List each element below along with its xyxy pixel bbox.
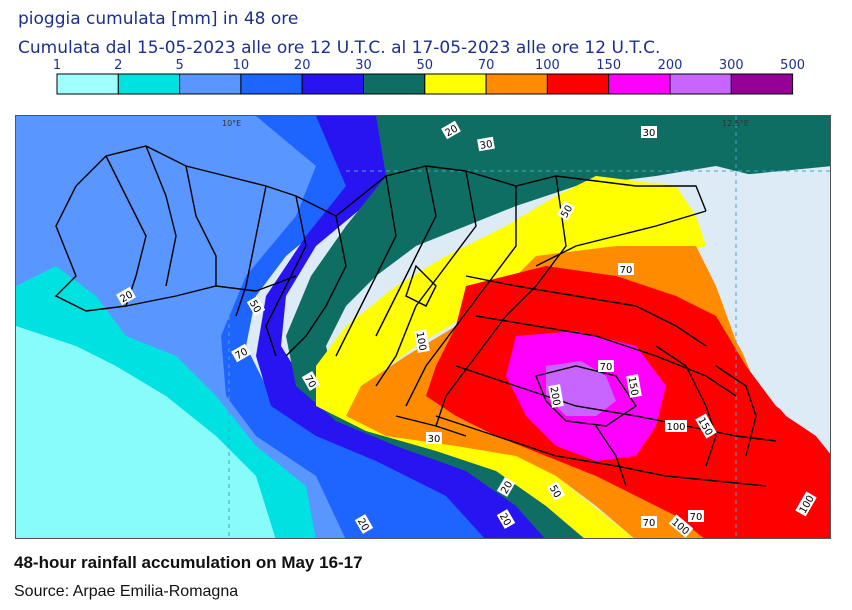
contour-label: 200	[547, 384, 564, 408]
scale-box-11	[730, 73, 794, 95]
scale-box-7	[485, 73, 548, 95]
scale-tick-label: 100	[535, 58, 560, 73]
contour-label: 30	[641, 126, 657, 139]
figure-caption: 48-hour rainfall accumulation on May 16-…	[14, 553, 363, 572]
svg-text:70: 70	[690, 512, 703, 523]
contour-label: 30	[426, 432, 442, 445]
scale-tick-label: 1	[53, 58, 61, 73]
contour-label: 30	[477, 136, 495, 152]
scale-tick-label: 2	[114, 58, 122, 73]
svg-text:100: 100	[666, 422, 685, 433]
contour-label: 100	[665, 420, 687, 433]
svg-text:70: 70	[600, 362, 613, 373]
color-scale: 1 2 5 10 20 30 50 70 100 150 200 300 500	[53, 58, 805, 95]
rainfall-map: 20 30 30 50 70 70 100 100 150 150 200 70 20 70 50 30 20 5…	[15, 115, 831, 539]
scale-tick-label: 50	[417, 58, 434, 73]
svg-text:100: 100	[413, 331, 427, 352]
map-title: pioggia cumulata [mm] in 48 ore	[18, 9, 299, 29]
scale-tick-label: 5	[175, 58, 183, 73]
lon-label-12-5: 12.5°E	[722, 119, 749, 128]
figure-source: Source: Arpae Emilia-Romagna	[14, 583, 239, 600]
scale-tick-label: 70	[478, 58, 495, 73]
scale-tick-label: 300	[719, 58, 744, 73]
svg-text:30: 30	[428, 434, 441, 445]
svg-text:30: 30	[643, 128, 656, 139]
scale-tick-label: 500	[780, 58, 805, 73]
svg-text:150: 150	[625, 376, 639, 397]
lon-label-10: 10°E	[222, 119, 241, 128]
scale-box-10	[669, 73, 732, 95]
contour-label: 100	[413, 329, 430, 353]
scale-color-boxes	[56, 73, 794, 95]
scale-box-1	[117, 73, 181, 95]
scale-tick-label: 10	[233, 58, 250, 73]
contour-label: 70	[641, 516, 657, 529]
contour-label: 70	[688, 510, 704, 523]
svg-text:30: 30	[479, 139, 493, 152]
svg-text:200: 200	[547, 386, 561, 407]
scale-tick-label: 20	[294, 58, 311, 73]
svg-text:70: 70	[643, 518, 656, 529]
scale-box-5	[363, 73, 426, 95]
svg-text:70: 70	[620, 265, 633, 276]
scale-box-6	[424, 73, 487, 95]
basin-boundaries	[54, 145, 777, 487]
scale-tick-label: 30	[355, 58, 372, 73]
map-subtitle: Cumulata dal 15-05-2023 alle ore 12 U.T.…	[18, 38, 661, 58]
scale-tick-labels: 1 2 5 10 20 30 50 70 100 150 200 300 500	[53, 58, 805, 73]
scale-tick-label: 200	[658, 58, 683, 73]
scale-box-2	[179, 73, 242, 95]
scale-box-3	[240, 73, 303, 95]
scale-box-4	[301, 73, 365, 95]
scale-box-0	[56, 73, 119, 95]
contour-label: 70	[618, 263, 634, 276]
contour-label: 150	[625, 374, 642, 398]
scale-box-9	[608, 73, 671, 95]
scale-box-8	[546, 73, 610, 95]
contour-label: 70	[598, 360, 614, 373]
scale-tick-label: 150	[596, 58, 621, 73]
